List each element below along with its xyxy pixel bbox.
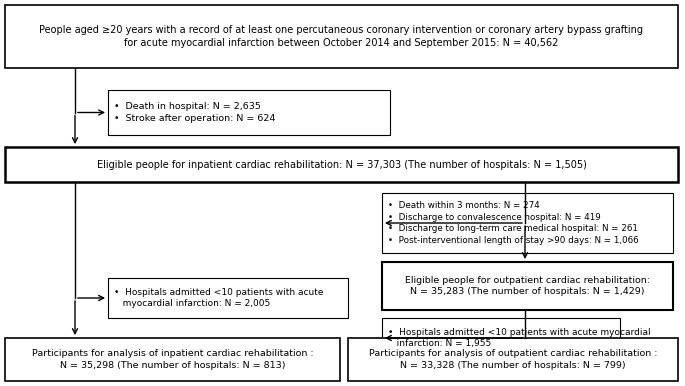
FancyBboxPatch shape — [108, 278, 348, 318]
FancyBboxPatch shape — [5, 147, 678, 182]
Text: •  Hospitals admitted <10 patients with acute
   myocardial infarction: N = 2,00: • Hospitals admitted <10 patients with a… — [114, 288, 323, 308]
FancyBboxPatch shape — [5, 5, 678, 68]
Text: •  Hospitals admitted <10 patients with acute myocardial
   infarction: N = 1,95: • Hospitals admitted <10 patients with a… — [388, 328, 651, 349]
FancyBboxPatch shape — [382, 193, 673, 253]
Text: Participants for analysis of outpatient cardiac rehabilitation :
N = 33,328 (The: Participants for analysis of outpatient … — [369, 349, 657, 370]
Text: People aged ≥20 years with a record of at least one percutaneous coronary interv: People aged ≥20 years with a record of a… — [40, 25, 643, 48]
FancyBboxPatch shape — [108, 90, 390, 135]
FancyBboxPatch shape — [382, 318, 620, 358]
FancyBboxPatch shape — [348, 338, 678, 381]
Text: •  Death in hospital: N = 2,635
•  Stroke after operation: N = 624: • Death in hospital: N = 2,635 • Stroke … — [114, 102, 275, 123]
Text: •  Death within 3 months: N = 274
•  Discharge to convalescence hospital: N = 41: • Death within 3 months: N = 274 • Disch… — [388, 201, 638, 245]
Text: Eligible people for inpatient cardiac rehabilitation: N = 37,303 (The number of : Eligible people for inpatient cardiac re… — [97, 159, 586, 169]
Text: Participants for analysis of inpatient cardiac rehabilitation :
N = 35,298 (The : Participants for analysis of inpatient c… — [32, 349, 313, 370]
Text: Eligible people for outpatient cardiac rehabilitation:
N = 35,283 (The number of: Eligible people for outpatient cardiac r… — [405, 276, 650, 296]
FancyBboxPatch shape — [382, 262, 673, 310]
FancyBboxPatch shape — [5, 338, 340, 381]
